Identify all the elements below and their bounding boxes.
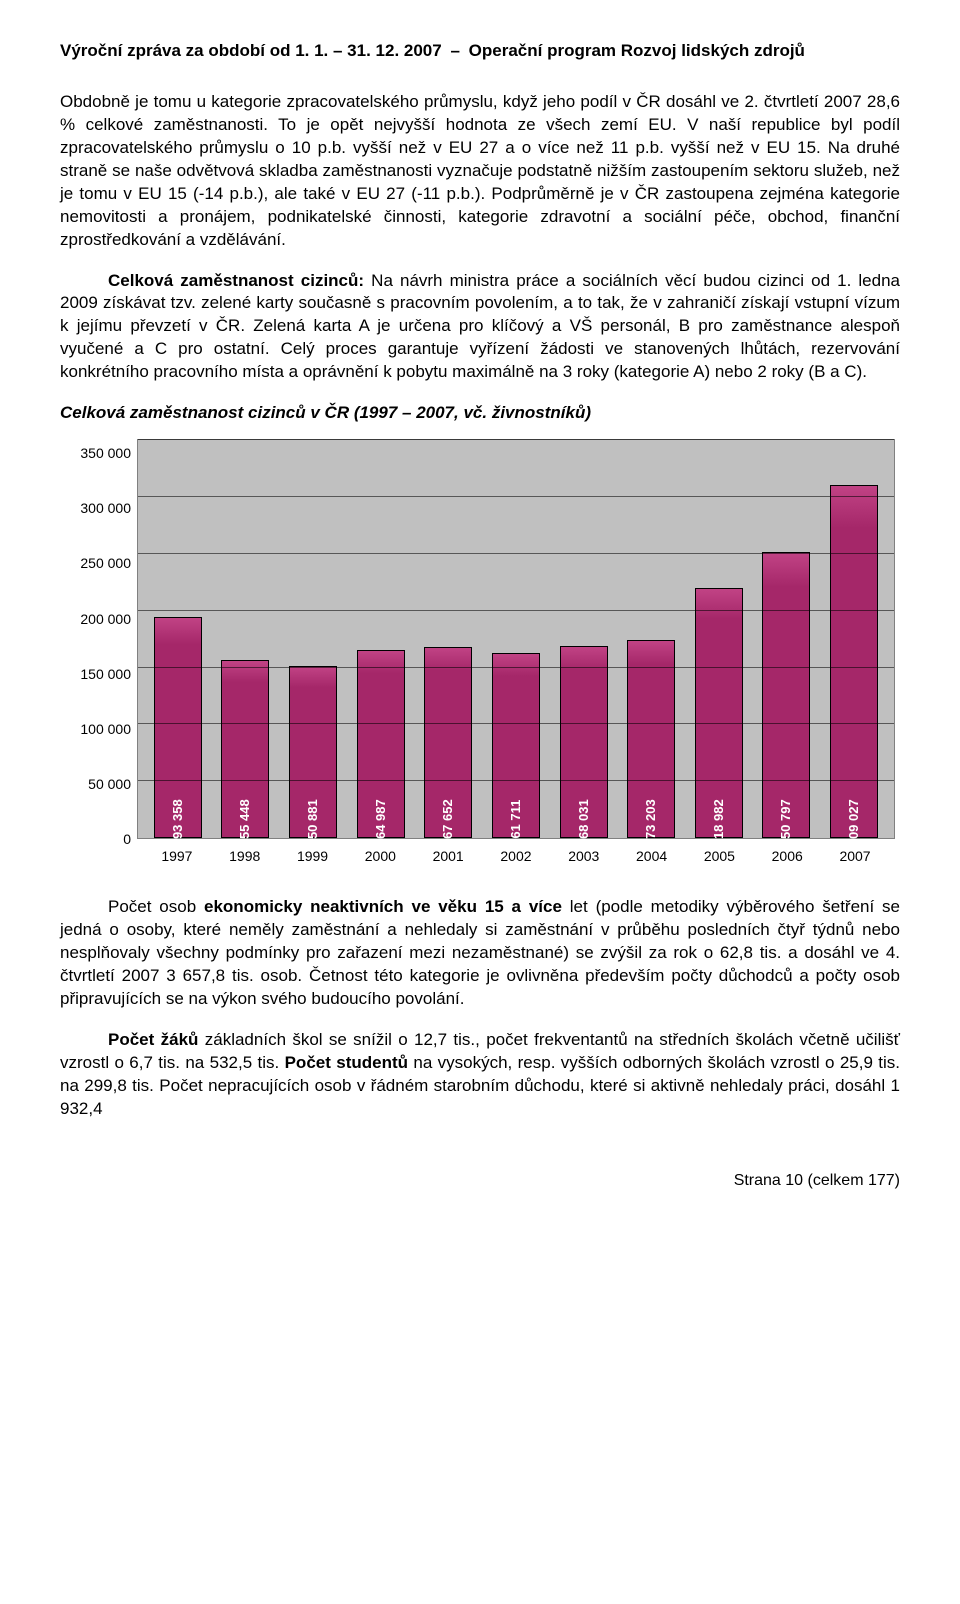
bar: 155 448: [221, 660, 269, 838]
bar-value-label: 193 358: [169, 799, 187, 846]
bar-value-label: 250 797: [778, 799, 796, 846]
header-right: Operační program Rozvoj lidských zdrojů: [469, 41, 805, 60]
xtick-label: 2002: [492, 847, 540, 866]
xtick-label: 2006: [763, 847, 811, 866]
xtick-label: 1997: [153, 847, 201, 866]
xtick-label: 2004: [628, 847, 676, 866]
chart-bars: 193 358 155 448 150 881 164 987 167 652 161 7…: [138, 440, 894, 838]
bar: 168 031: [560, 646, 608, 838]
bar-value-label: 164 987: [372, 799, 390, 846]
bar: 150 881: [289, 666, 337, 838]
gridline: [138, 610, 894, 611]
gridline: [138, 780, 894, 781]
bar-value-label: 173 203: [642, 799, 660, 846]
bar: 164 987: [357, 650, 405, 839]
paragraph-4: Počet žáků základních škol se snížil o 1…: [60, 1029, 900, 1121]
para2-lead: Celková zaměstnanost cizinců:: [108, 271, 364, 290]
page-footer: Strana 10 (celkem 177): [60, 1170, 900, 1192]
chart-plot-area: 193 358 155 448 150 881 164 987 167 652 161 7…: [137, 439, 895, 839]
bar: 218 982: [695, 588, 743, 838]
ytick-label: 0: [123, 832, 131, 846]
chart-yaxis: 350 000 300 000 250 000 200 000 150 000 100 0…: [65, 439, 137, 839]
ytick-label: 300 000: [80, 501, 131, 515]
para3-bold: ekonomicky neaktivních ve věku 15 a více: [204, 897, 562, 916]
ytick-label: 50 000: [88, 777, 131, 791]
ytick-label: 200 000: [80, 612, 131, 626]
page-header: Výroční zpráva za období od 1. 1. – 31. …: [60, 40, 900, 63]
bar: 173 203: [627, 640, 675, 838]
xtick-label: 2001: [424, 847, 472, 866]
xtick-label: 2007: [831, 847, 879, 866]
bar: 161 711: [492, 653, 540, 838]
xtick-label: 2000: [356, 847, 404, 866]
bar: 193 358: [154, 617, 202, 838]
gridline: [138, 439, 894, 440]
bar: 167 652: [424, 647, 472, 839]
gridline: [138, 723, 894, 724]
xtick-label: 2003: [560, 847, 608, 866]
xtick-label: 2005: [695, 847, 743, 866]
para4-c: Počet studentů: [285, 1053, 408, 1072]
ytick-label: 150 000: [80, 667, 131, 681]
bar-value-label: 167 652: [440, 799, 458, 846]
gridline: [138, 667, 894, 668]
header-left: Výroční zpráva za období od 1. 1. – 31. …: [60, 41, 442, 60]
para4-a: Počet žáků: [108, 1030, 198, 1049]
bar-value-label: 150 881: [304, 799, 322, 846]
ytick-label: 350 000: [80, 446, 131, 460]
paragraph-3: Počet osob ekonomicky neaktivních ve věk…: [60, 896, 900, 1011]
xtick-label: 1999: [289, 847, 337, 866]
chart-title: Celková zaměstnanost cizinců v ČR (1997 …: [60, 402, 900, 425]
bar-value-label: 309 027: [845, 799, 863, 846]
bar-value-label: 218 982: [710, 799, 728, 846]
paragraph-2: Celková zaměstnanost cizinců: Na návrh m…: [60, 270, 900, 385]
paragraph-1: Obdobně je tomu u kategorie zpracovatels…: [60, 91, 900, 252]
xtick-label: 1998: [221, 847, 269, 866]
header-sep: –: [450, 41, 459, 60]
para3-pre: Počet osob: [108, 897, 204, 916]
gridline: [138, 496, 894, 497]
employment-chart: 350 000 300 000 250 000 200 000 150 000 100 0…: [65, 439, 895, 866]
gridline: [138, 553, 894, 554]
ytick-label: 250 000: [80, 556, 131, 570]
bar: 309 027: [830, 485, 878, 838]
bar-value-label: 161 711: [507, 799, 525, 845]
bar-value-label: 155 448: [237, 799, 255, 846]
bar-value-label: 168 031: [575, 799, 593, 846]
ytick-label: 100 000: [80, 722, 131, 736]
bar: 250 797: [762, 552, 810, 839]
